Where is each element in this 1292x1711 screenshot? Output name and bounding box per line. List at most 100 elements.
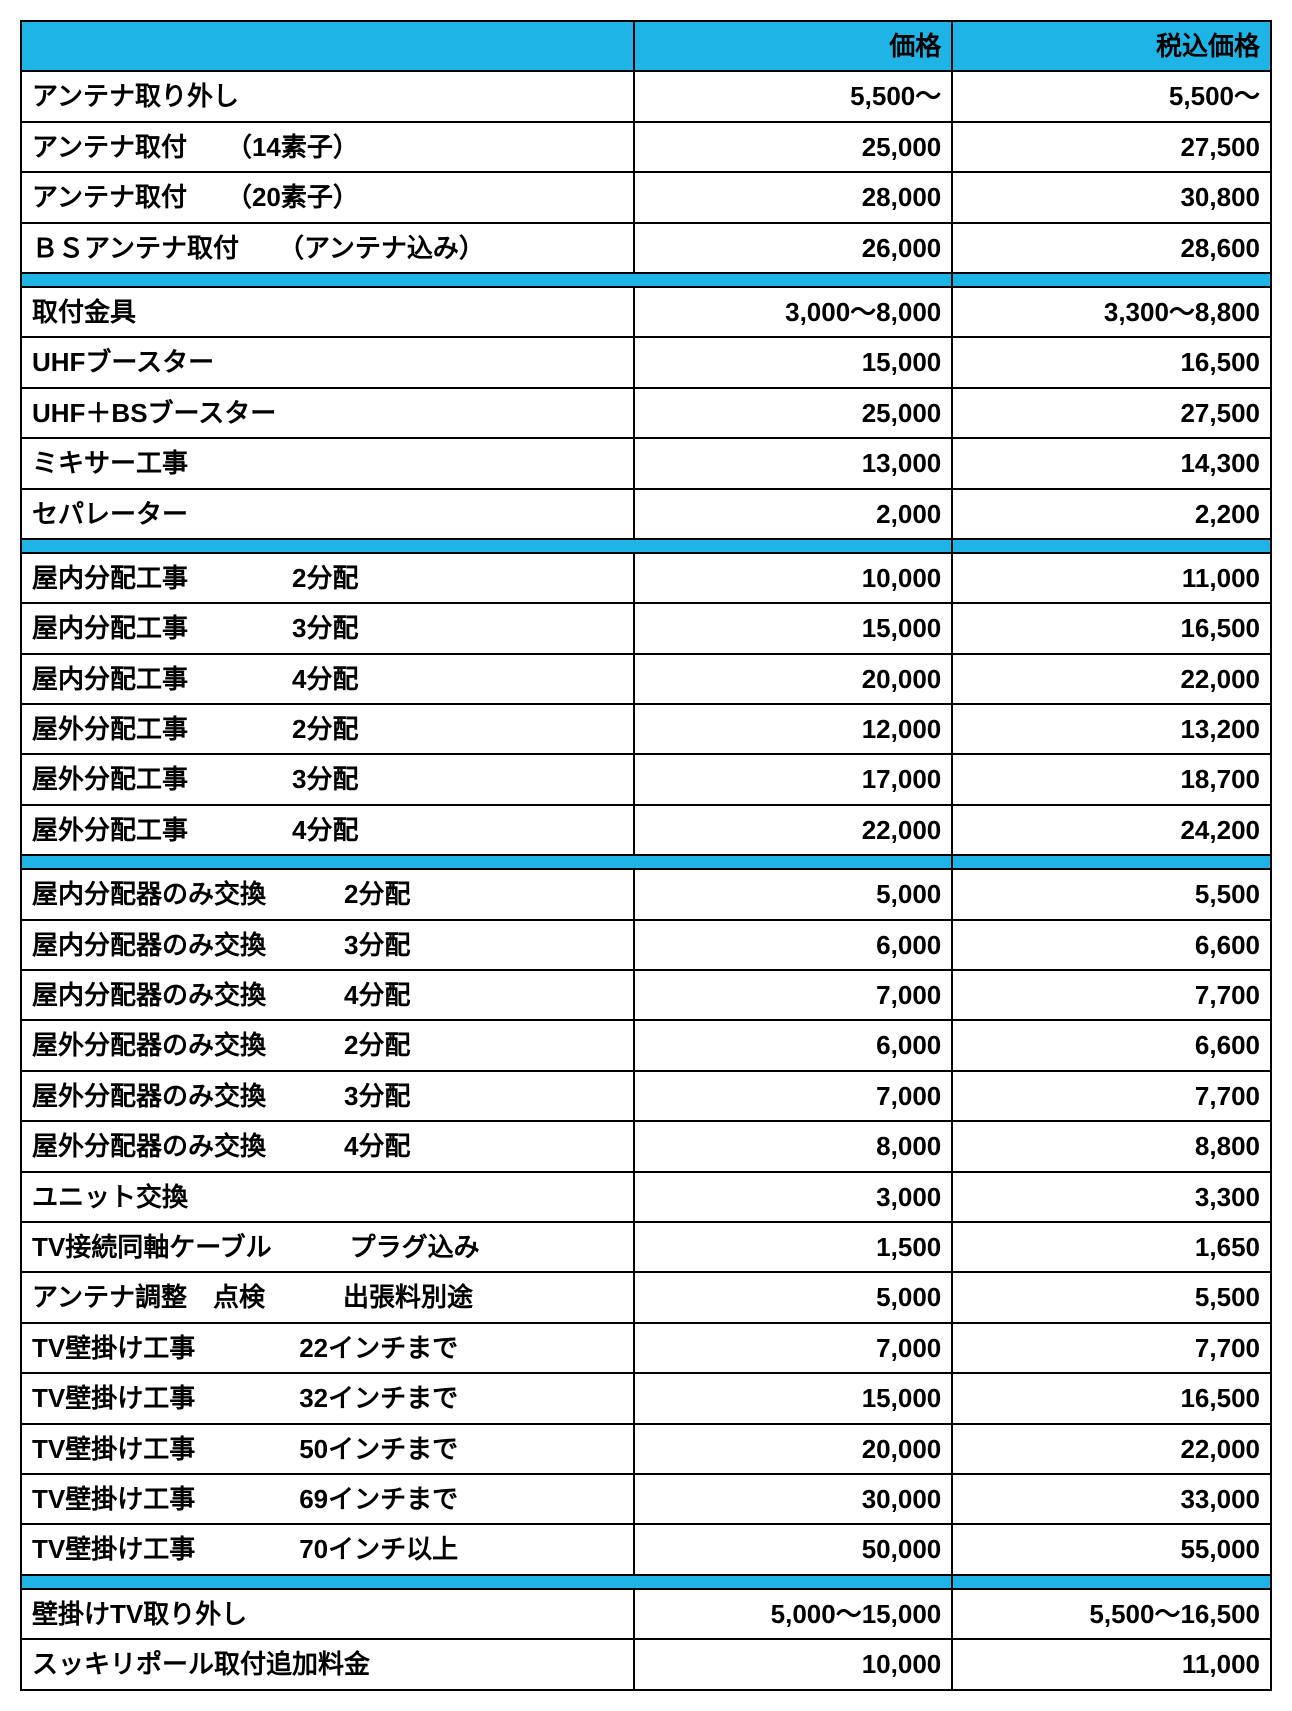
price-table: 価格 税込価格 アンテナ取り外し5,500～5,500～アンテナ取付 （14素子… <box>20 20 1272 1691</box>
table-row: スッキリポール取付追加料金10,00011,000 <box>21 1639 1271 1689</box>
cell-tax-price: 7,700 <box>952 1071 1271 1121</box>
cell-price: 5,000 <box>634 869 953 919</box>
table-row: ＢＳアンテナ取付 （アンテナ込み）26,00028,600 <box>21 223 1271 273</box>
cell-description: ＢＳアンテナ取付 （アンテナ込み） <box>21 223 634 273</box>
cell-description: 屋外分配器のみ交換 2分配 <box>21 1020 634 1070</box>
table-row: UHF＋BSブースター25,00027,500 <box>21 388 1271 438</box>
cell-tax-price: 8,800 <box>952 1121 1271 1171</box>
cell-tax-price: 5,500 <box>952 869 1271 919</box>
table-header-row: 価格 税込価格 <box>21 21 1271 71</box>
cell-description: 屋内分配工事 3分配 <box>21 603 634 653</box>
header-empty <box>21 21 634 71</box>
table-row: 屋内分配工事 4分配20,00022,000 <box>21 654 1271 704</box>
table-row: 屋外分配工事 2分配12,00013,200 <box>21 704 1271 754</box>
cell-description: 屋内分配器のみ交換 3分配 <box>21 920 634 970</box>
cell-price: 7,000 <box>634 1323 953 1373</box>
cell-description: 屋内分配工事 4分配 <box>21 654 634 704</box>
cell-tax-price: 5,500～ <box>952 71 1271 121</box>
table-body: アンテナ取り外し5,500～5,500～アンテナ取付 （14素子）25,0002… <box>21 71 1271 1689</box>
table-row: 屋外分配器のみ交換 2分配6,0006,600 <box>21 1020 1271 1070</box>
table-row: 屋外分配工事 4分配22,00024,200 <box>21 805 1271 855</box>
cell-tax-price: 6,600 <box>952 1020 1271 1070</box>
cell-tax-price: 5,500～16,500 <box>952 1589 1271 1639</box>
table-row: 屋内分配工事 2分配10,00011,000 <box>21 553 1271 603</box>
table-row: 屋内分配器のみ交換 2分配5,0005,500 <box>21 869 1271 919</box>
cell-price: 5,500～ <box>634 71 953 121</box>
header-price: 価格 <box>634 21 953 71</box>
table-row: アンテナ取付 （20素子）28,00030,800 <box>21 172 1271 222</box>
cell-tax-price: 24,200 <box>952 805 1271 855</box>
cell-tax-price: 16,500 <box>952 1373 1271 1423</box>
cell-description: 取付金具 <box>21 287 634 337</box>
group-separator <box>21 1575 1271 1589</box>
cell-description: 屋外分配工事 2分配 <box>21 704 634 754</box>
cell-price: 50,000 <box>634 1524 953 1574</box>
cell-description: 壁掛けTV取り外し <box>21 1589 634 1639</box>
cell-tax-price: 3,300～8,800 <box>952 287 1271 337</box>
cell-price: 26,000 <box>634 223 953 273</box>
cell-description: アンテナ取り外し <box>21 71 634 121</box>
cell-tax-price: 13,200 <box>952 704 1271 754</box>
cell-tax-price: 3,300 <box>952 1172 1271 1222</box>
cell-tax-price: 55,000 <box>952 1524 1271 1574</box>
cell-price: 8,000 <box>634 1121 953 1171</box>
table-row: TV壁掛け工事 69インチまで30,00033,000 <box>21 1474 1271 1524</box>
group-separator <box>21 855 1271 869</box>
cell-description: 屋内分配工事 2分配 <box>21 553 634 603</box>
cell-description: ミキサー工事 <box>21 438 634 488</box>
table-row: 屋外分配工事 3分配17,00018,700 <box>21 754 1271 804</box>
price-table-container: 価格 税込価格 アンテナ取り外し5,500～5,500～アンテナ取付 （14素子… <box>20 20 1272 1691</box>
cell-tax-price: 28,600 <box>952 223 1271 273</box>
table-row: 屋内分配器のみ交換 3分配6,0006,600 <box>21 920 1271 970</box>
cell-price: 5,000 <box>634 1272 953 1322</box>
cell-price: 3,000 <box>634 1172 953 1222</box>
cell-description: 屋外分配工事 4分配 <box>21 805 634 855</box>
cell-price: 7,000 <box>634 970 953 1020</box>
cell-description: アンテナ取付 （20素子） <box>21 172 634 222</box>
cell-price: 1,500 <box>634 1222 953 1272</box>
cell-price: 25,000 <box>634 122 953 172</box>
cell-price: 5,000～15,000 <box>634 1589 953 1639</box>
cell-price: 15,000 <box>634 1373 953 1423</box>
cell-description: 屋外分配器のみ交換 3分配 <box>21 1071 634 1121</box>
table-row: アンテナ取り外し5,500～5,500～ <box>21 71 1271 121</box>
cell-tax-price: 6,600 <box>952 920 1271 970</box>
cell-description: TV壁掛け工事 22インチまで <box>21 1323 634 1373</box>
group-separator <box>21 273 1271 287</box>
cell-price: 2,000 <box>634 489 953 539</box>
cell-tax-price: 7,700 <box>952 970 1271 1020</box>
table-row: TV壁掛け工事 32インチまで15,00016,500 <box>21 1373 1271 1423</box>
table-row: TV接続同軸ケーブル プラグ込み1,5001,650 <box>21 1222 1271 1272</box>
cell-description: TV接続同軸ケーブル プラグ込み <box>21 1222 634 1272</box>
table-row: 屋外分配器のみ交換 3分配7,0007,700 <box>21 1071 1271 1121</box>
cell-price: 10,000 <box>634 553 953 603</box>
cell-price: 12,000 <box>634 704 953 754</box>
cell-description: セパレーター <box>21 489 634 539</box>
cell-description: 屋外分配器のみ交換 4分配 <box>21 1121 634 1171</box>
cell-price: 15,000 <box>634 337 953 387</box>
table-row: TV壁掛け工事 22インチまで7,0007,700 <box>21 1323 1271 1373</box>
cell-description: 屋内分配器のみ交換 2分配 <box>21 869 634 919</box>
cell-tax-price: 16,500 <box>952 337 1271 387</box>
table-row: ミキサー工事13,00014,300 <box>21 438 1271 488</box>
cell-description: TV壁掛け工事 32インチまで <box>21 1373 634 1423</box>
group-separator <box>21 539 1271 553</box>
cell-description: UHF＋BSブースター <box>21 388 634 438</box>
cell-price: 13,000 <box>634 438 953 488</box>
cell-description: TV壁掛け工事 70インチ以上 <box>21 1524 634 1574</box>
cell-tax-price: 16,500 <box>952 603 1271 653</box>
cell-price: 25,000 <box>634 388 953 438</box>
cell-description: TV壁掛け工事 50インチまで <box>21 1424 634 1474</box>
table-row: 屋内分配器のみ交換 4分配7,0007,700 <box>21 970 1271 1020</box>
cell-description: アンテナ調整 点検 出張料別途 <box>21 1272 634 1322</box>
cell-tax-price: 14,300 <box>952 438 1271 488</box>
cell-description: スッキリポール取付追加料金 <box>21 1639 634 1689</box>
cell-tax-price: 7,700 <box>952 1323 1271 1373</box>
cell-tax-price: 33,000 <box>952 1474 1271 1524</box>
cell-description: アンテナ取付 （14素子） <box>21 122 634 172</box>
cell-tax-price: 11,000 <box>952 1639 1271 1689</box>
table-row: TV壁掛け工事 50インチまで20,00022,000 <box>21 1424 1271 1474</box>
cell-tax-price: 18,700 <box>952 754 1271 804</box>
table-row: ユニット交換3,0003,300 <box>21 1172 1271 1222</box>
cell-price: 30,000 <box>634 1474 953 1524</box>
